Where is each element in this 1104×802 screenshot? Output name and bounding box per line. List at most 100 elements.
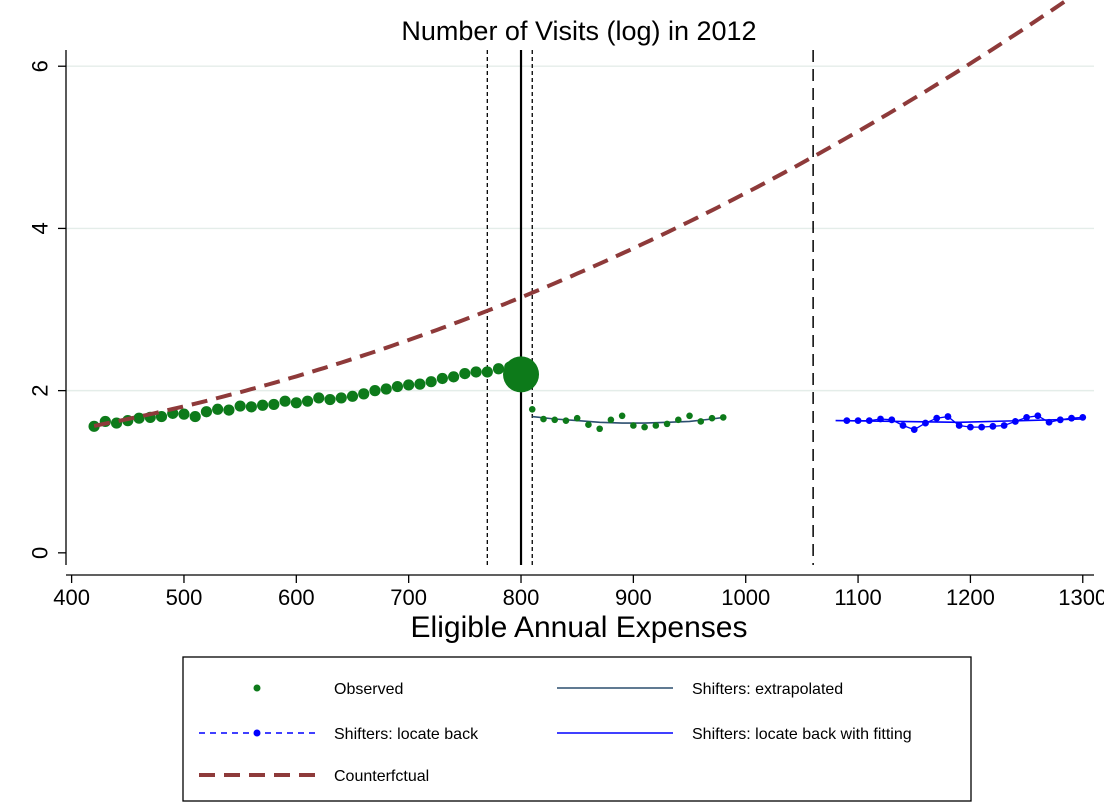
observed-above-point-10 [641, 423, 648, 431]
observed-point-25 [369, 385, 381, 397]
observed-point-18 [290, 397, 302, 409]
y-tick-label-0: 0 [28, 547, 53, 559]
locate-back-point-10 [955, 422, 963, 429]
y-tick-label-2: 2 [28, 385, 53, 397]
locate-back-point-17 [1034, 412, 1042, 420]
observed-point-32 [448, 371, 460, 383]
locate-back-point-11 [967, 423, 974, 431]
reference-lines [486, 50, 814, 565]
locate-back-point-18 [1045, 418, 1053, 426]
legend-label-locate-back-fit: Shifters: locate back with fitting [692, 726, 912, 743]
legend-item-observed: Observed [253, 681, 403, 698]
chart-title: Number of Visits (log) in 2012 [401, 16, 756, 46]
locate-back-point-3 [877, 415, 884, 423]
series-layer [88, 0, 1087, 433]
observed-point-12 [223, 404, 235, 416]
x-tick-label-600: 600 [278, 585, 315, 610]
y-tick-label-4: 4 [28, 222, 53, 234]
observed-above-point-7 [607, 416, 615, 424]
observed-above-point-3 [562, 417, 570, 424]
observed-above-point-13 [675, 416, 682, 424]
series-extrapolated-line [532, 415, 724, 424]
x-tick-label-1200: 1200 [946, 585, 995, 610]
observed-point-23 [346, 390, 359, 402]
observed-point-33 [459, 367, 471, 380]
observed-point-26 [380, 383, 392, 395]
x-tick-label-400: 400 [53, 585, 90, 610]
observed-point-29 [414, 378, 426, 390]
locate-back-point-21 [1079, 413, 1087, 421]
observed-above-point-2 [551, 416, 559, 424]
bunching-point-marker [503, 356, 540, 393]
observed-above-point-5 [585, 421, 592, 428]
observed-point-8 [178, 408, 190, 420]
observed-point-13 [234, 400, 246, 412]
observed-point-19 [301, 395, 314, 407]
observed-above-point-17 [719, 414, 727, 421]
x-tick-label-800: 800 [503, 585, 540, 610]
legend-label-observed: Observed [334, 681, 403, 698]
x-tick-label-1100: 1100 [834, 585, 881, 610]
locate-back-point-15 [1011, 418, 1019, 425]
x-tick-label-1000: 1000 [721, 585, 770, 610]
observed-point-17 [279, 395, 291, 407]
observed-above-point-1 [540, 415, 547, 423]
observed-point-22 [335, 392, 347, 404]
observed-above-point-4 [573, 414, 581, 422]
legend-item-counterfactual: Counterfctual [199, 768, 429, 785]
locate-back-point-16 [1023, 413, 1030, 421]
series-locate-back-line [846, 415, 1083, 431]
x-tick-label-700: 700 [390, 585, 427, 610]
observed-above-point-15 [697, 418, 705, 425]
observed-point-15 [257, 399, 269, 411]
legend-item-extrapolated: Shifters: extrapolated [557, 681, 843, 698]
locate-back-point-2 [865, 417, 873, 425]
locate-back-point-7 [922, 419, 929, 427]
locate-back-point-14 [1000, 422, 1008, 429]
locate-back-point-4 [888, 416, 896, 424]
observed-point-36 [492, 363, 505, 375]
locate-back-point-9 [944, 413, 952, 420]
locate-back-point-5 [899, 422, 907, 429]
observed-point-9 [189, 410, 201, 423]
observed-above-point-16 [708, 414, 716, 422]
observed-point-34 [470, 366, 482, 378]
legend-item-locate-back-fit: Shifters: locate back with fitting [557, 726, 912, 743]
observed-above-point-11 [652, 422, 660, 429]
observed-point-28 [403, 379, 415, 391]
x-tick-label-900: 900 [615, 585, 652, 610]
legend-label-locate-back: Shifters: locate back [334, 726, 479, 743]
observed-point-4 [133, 412, 145, 424]
y-tick-label-6: 6 [28, 60, 53, 72]
axes: 0 2 4 6 400 500 600 700 800 900 1000 1100 1200 1300 [28, 50, 1104, 610]
observed-above-point-0 [528, 405, 536, 413]
observed-above-point-8 [618, 412, 626, 420]
locate-back-point-20 [1068, 414, 1075, 422]
locate-back-point-13 [989, 422, 997, 430]
legend-swatch-observed [253, 684, 261, 692]
locate-back-point-1 [854, 417, 862, 425]
observed-point-16 [268, 398, 280, 411]
observed-point-30 [425, 376, 437, 388]
legend-label-extrapolated: Shifters: extrapolated [692, 681, 843, 698]
observed-point-14 [245, 401, 257, 413]
locate-back-point-0 [843, 417, 851, 425]
gridlines [66, 65, 1094, 392]
observed-point-20 [313, 392, 325, 404]
legend-label-counterfactual: Counterfctual [334, 768, 429, 785]
observed-point-10 [200, 406, 213, 418]
observed-point-31 [436, 372, 448, 385]
locate-back-point-12 [978, 423, 986, 431]
locate-back-point-19 [1056, 416, 1064, 424]
observed-above-point-12 [663, 420, 671, 428]
x-tick-label-500: 500 [166, 585, 203, 610]
observed-point-11 [212, 403, 224, 415]
locate-back-point-6 [910, 426, 918, 433]
legend-swatch-locate-back-marker [253, 729, 261, 737]
observed-above-point-14 [686, 412, 693, 420]
observed-point-21 [324, 393, 336, 406]
observed-above-point-6 [596, 425, 603, 433]
legend-item-locate-back: Shifters: locate back [199, 726, 479, 743]
series-counterfactual-line [93, 0, 1071, 428]
